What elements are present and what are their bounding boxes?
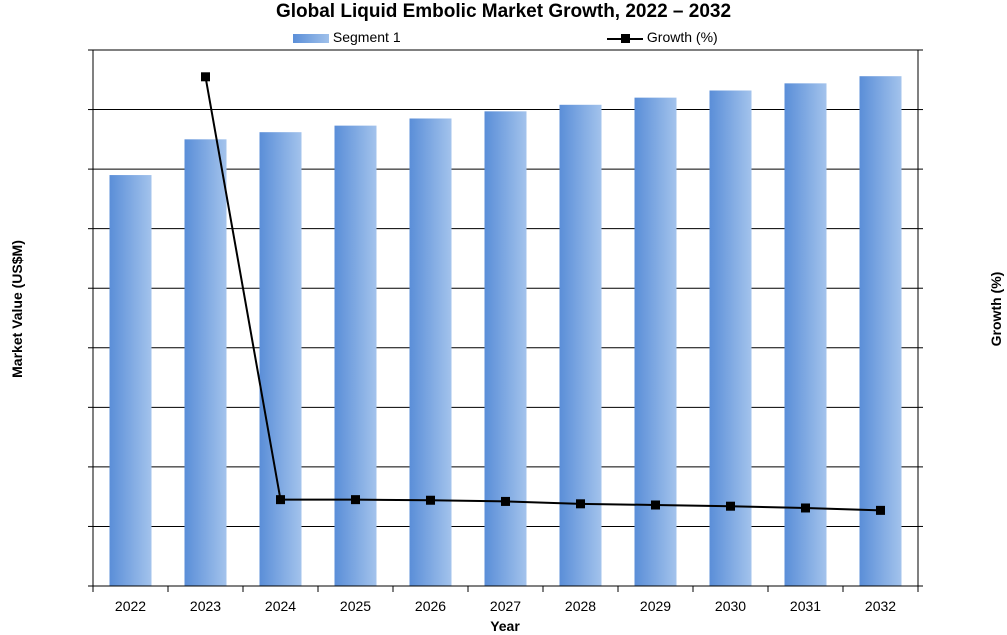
- bar: [109, 175, 152, 587]
- bar: [409, 118, 452, 586]
- legend-line-swatch: [607, 33, 643, 43]
- growth-line: [204, 76, 881, 512]
- bar-series: [109, 76, 902, 587]
- bar: [634, 97, 677, 587]
- x-tick-label: 2023: [190, 598, 221, 614]
- x-tick-label: 2028: [565, 598, 596, 614]
- legend-item-growth: Growth (%): [607, 29, 718, 47]
- tick-labels: 2022 2023 2024 2025 2026 2027 2028 2029 2030 2031…: [115, 598, 896, 614]
- growth-marker: [876, 505, 885, 515]
- growth-marker: [501, 496, 510, 506]
- legend-item-segment-1: Segment 1: [293, 29, 401, 47]
- x-tick-label: 2025: [340, 598, 371, 614]
- x-tick-label: 2032: [865, 598, 896, 614]
- x-tick-label: 2027: [490, 598, 521, 614]
- legend-label-growth: Growth (%): [646, 29, 718, 45]
- growth-marker: [276, 495, 285, 505]
- legend-bar-swatch: [293, 33, 329, 43]
- chart-title: Global Liquid Embolic Market Growth, 202…: [275, 1, 732, 22]
- axes: [88, 49, 923, 592]
- x-tick-label: 2024: [265, 598, 296, 614]
- bar: [259, 132, 302, 587]
- growth-marker: [351, 495, 360, 505]
- bar: [859, 76, 902, 587]
- bar: [559, 104, 602, 587]
- x-tick-label: 2031: [790, 598, 821, 614]
- growth-marker: [426, 495, 435, 505]
- x-axis-title: Year: [490, 618, 520, 634]
- bar: [334, 125, 377, 586]
- x-tick-label: 2029: [640, 598, 671, 614]
- bar: [709, 90, 752, 587]
- growth-marker: [801, 503, 810, 513]
- line-series: [201, 72, 885, 515]
- legend-label-segment-1: Segment 1: [332, 29, 401, 45]
- growth-marker: [726, 501, 735, 511]
- bar: [484, 111, 527, 586]
- x-tick-label: 2022: [115, 598, 146, 614]
- growth-marker: [201, 72, 210, 82]
- growth-marker: [651, 500, 660, 510]
- bar: [784, 83, 827, 587]
- x-tick-label: 2030: [715, 598, 746, 614]
- x-tick-label: 2026: [415, 598, 446, 614]
- bar: [184, 139, 227, 587]
- growth-marker: [576, 499, 585, 509]
